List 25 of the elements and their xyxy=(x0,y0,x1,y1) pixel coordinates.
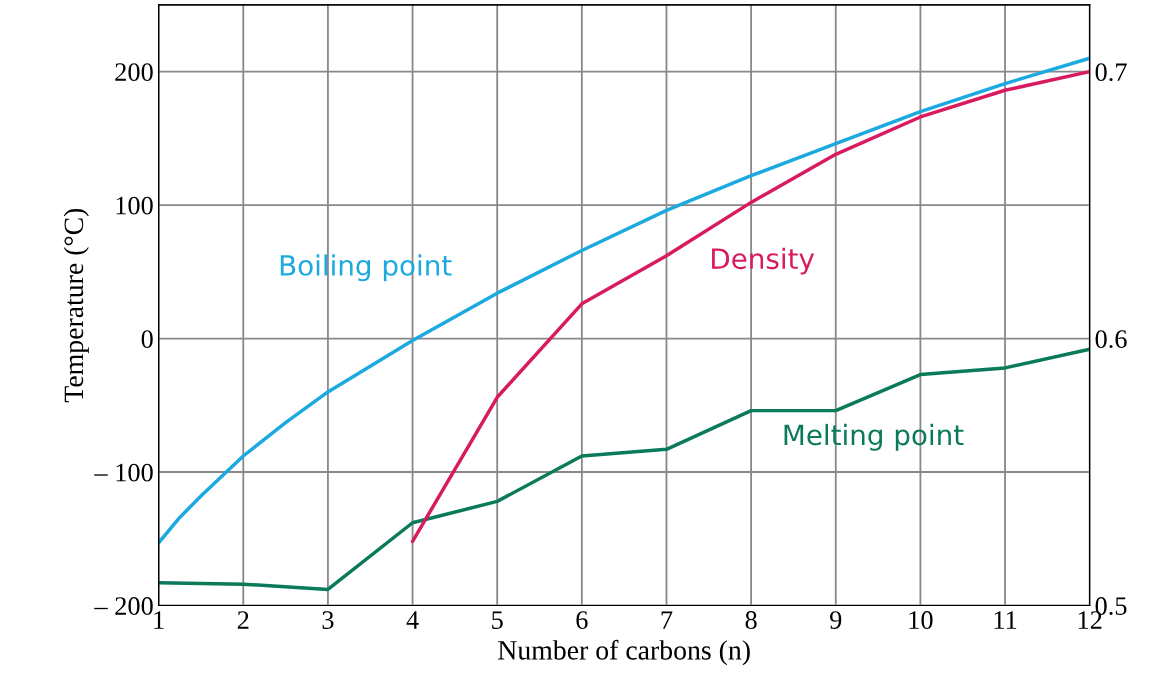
line-series xyxy=(158,347,1090,592)
line-series xyxy=(158,56,1090,545)
x-tick-label: 2 xyxy=(237,611,249,629)
y-tick-label: 0 xyxy=(141,330,153,348)
y-tick-label: – 100 xyxy=(94,463,153,482)
x-tick-label: 3 xyxy=(322,611,334,629)
x-tick-label: 8 xyxy=(745,611,757,629)
y-tick-label: – 200 xyxy=(94,597,153,615)
y-tick-label: 200 xyxy=(115,63,153,81)
x-axis-title: Number of carbons (n) xyxy=(498,639,750,666)
y2-tick-label: 0.6 xyxy=(1095,330,1127,349)
x-tick-label: 10 xyxy=(909,611,933,629)
x-tick-label: 9 xyxy=(830,611,842,629)
series-label: Melting point xyxy=(784,423,964,451)
y-tick-label: 100 xyxy=(116,196,153,215)
series-label: Boiling point xyxy=(280,254,452,282)
x-tick-label: 4 xyxy=(406,611,419,629)
x-tick-label: 11 xyxy=(994,611,1017,629)
y2-tick-label: 0.7 xyxy=(1095,63,1127,82)
series-label: Density xyxy=(712,247,815,275)
x-tick-label: 7 xyxy=(661,611,673,629)
x-tick-label: 6 xyxy=(576,611,588,629)
x-tick-label: 1 xyxy=(154,611,164,629)
y-axis-title: Temperature (°C) xyxy=(63,208,89,403)
x-tick-label: 5 xyxy=(492,611,503,629)
